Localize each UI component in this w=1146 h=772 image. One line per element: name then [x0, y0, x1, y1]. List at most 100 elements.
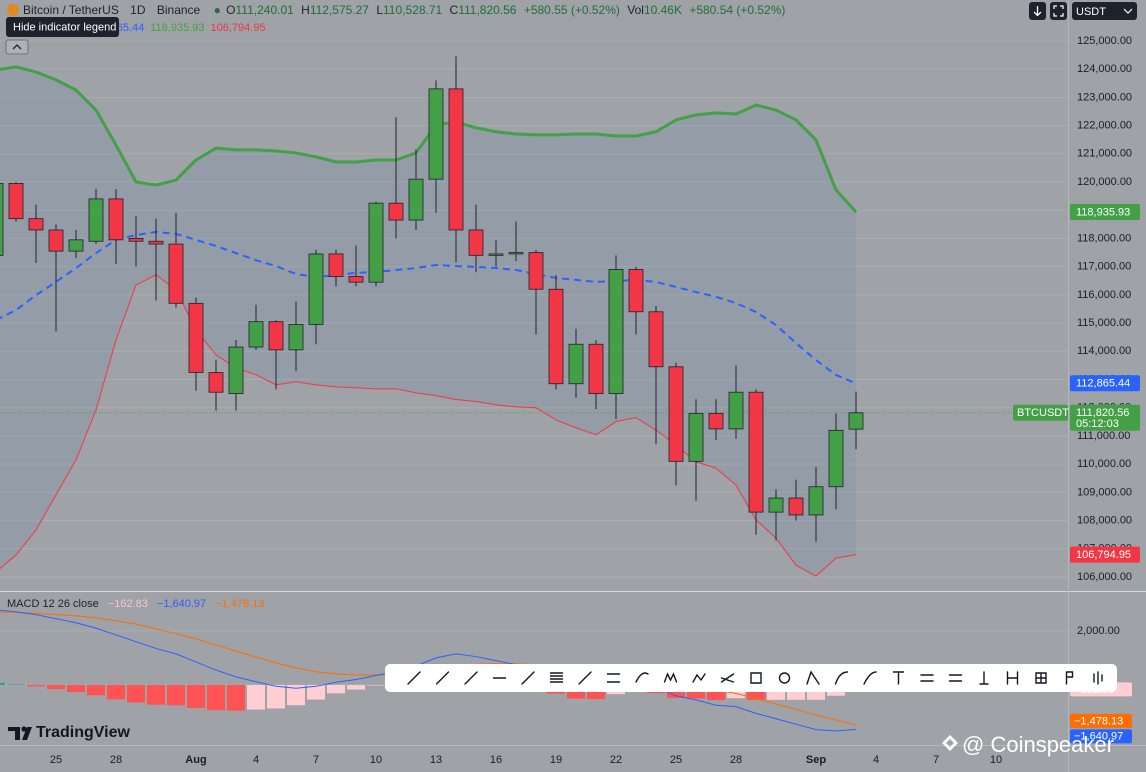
symbol-badge-text: BTCUSDT [1017, 407, 1069, 419]
toolbar-icon[interactable] [948, 674, 963, 682]
band-line [0, 230, 857, 385]
toolbar-icon[interactable] [435, 671, 450, 685]
toolbar-icon[interactable] [750, 672, 762, 684]
candle-body [768, 497, 784, 513]
candle-body [588, 343, 604, 395]
toolbar-icon[interactable] [979, 671, 989, 685]
toolbar-icon[interactable] [920, 674, 934, 682]
toolbar-icon[interactable] [578, 671, 592, 685]
countdown: 05:12:03 [1076, 418, 1119, 430]
y-tick-label: 124,000.00 [1077, 63, 1132, 75]
candle-body [748, 391, 764, 513]
candle-body [688, 412, 704, 462]
candle-body [848, 412, 864, 430]
candle-body [548, 288, 564, 385]
collapse-icon [12, 44, 22, 50]
macd-badge [1070, 729, 1132, 744]
macd-badge-text: −1,478.13 [1074, 715, 1123, 727]
candle-body [708, 412, 724, 430]
candle-body [808, 486, 824, 516]
histogram-bar [47, 684, 65, 690]
toolbar-icon[interactable] [1093, 671, 1103, 685]
macd-badge [1070, 713, 1132, 728]
toolbar-icon[interactable] [892, 671, 905, 685]
histogram-bar [127, 684, 145, 703]
candle-body [508, 252, 524, 255]
collapse-legend-button[interactable] [5, 39, 29, 55]
ohlc-value: 110,528.71 [383, 3, 442, 17]
macd-title: MACD 12 26 close [7, 598, 99, 610]
candle-body [128, 238, 144, 242]
toolbar-icon[interactable] [407, 671, 421, 685]
x-tick-label: Sep [806, 754, 826, 766]
band-badge-text: 106,794.95 [1076, 549, 1131, 561]
x-tick-label: 4 [253, 754, 259, 766]
drawing-toolbar [385, 664, 1117, 692]
histogram-bar [7, 684, 25, 685]
candle-body [268, 321, 284, 351]
currency: USDT [1076, 6, 1106, 18]
candle-body [228, 346, 244, 395]
signal-value: −1,478.13 [215, 598, 264, 610]
y-tick-label: 110,000.00 [1077, 458, 1131, 470]
close-badge-text: 111,820.56 [1076, 407, 1129, 419]
change: +580.55 (+0.52%) [524, 3, 620, 17]
logo-mark [8, 727, 20, 740]
symbol: Bitcoin / TetherUS [23, 3, 119, 17]
toolbar-icon[interactable] [606, 673, 621, 683]
ohlc-value: 111,820.56 [458, 3, 517, 17]
logo-text: TradingView [36, 724, 131, 741]
toolbar-icon[interactable] [1035, 672, 1047, 684]
y-tick-label: 117,000.00 [1077, 261, 1131, 273]
macd-legend: MACD 12 26 close −162.83 −1,640.97 −1,47… [7, 598, 264, 610]
candle-body [428, 88, 444, 180]
x-tick-label: 25 [50, 754, 62, 766]
histogram-bar [327, 684, 345, 694]
watermark-text: @ Coinspeaker [962, 732, 1114, 757]
candle-body [388, 202, 404, 221]
candle-body [828, 429, 844, 488]
x-tick-label: 10 [370, 754, 382, 766]
toolbar-icon[interactable] [1065, 671, 1074, 685]
interval: 1D [130, 3, 146, 17]
symbol-badge [1013, 404, 1068, 421]
toolbar-icon[interactable] [663, 672, 678, 683]
candle-body [108, 198, 124, 241]
y-tick-label: 125,000.00 [1077, 35, 1132, 47]
toolbar-icon[interactable] [692, 673, 706, 683]
toolbar-icon[interactable] [863, 671, 877, 685]
band-legend-value: 106,794.95 [211, 22, 266, 34]
x-tick-label: 25 [670, 754, 682, 766]
x-tick-label: 19 [550, 754, 562, 766]
candle-body [348, 276, 364, 283]
x-tick-label: 13 [430, 754, 442, 766]
candle-body [148, 240, 164, 245]
y-tick-label: 116,000.00 [1077, 289, 1131, 301]
toolbar-icon[interactable] [1006, 671, 1019, 685]
toolbar-icon[interactable] [464, 671, 478, 685]
currency-select[interactable] [1072, 2, 1137, 20]
histogram-bar [107, 684, 125, 700]
toolbar-icon[interactable] [635, 672, 649, 683]
toolbar-icon[interactable] [834, 671, 849, 685]
logo-dot [21, 726, 27, 732]
histogram-bar [87, 684, 105, 696]
x-tick-label: 7 [313, 754, 319, 766]
toolbar-icon[interactable] [806, 670, 820, 685]
y-tick-label: 108,000.00 [1077, 514, 1132, 526]
candle-body [168, 243, 184, 304]
volume-key: Vol [627, 3, 644, 17]
toolbar-icon[interactable] [549, 672, 564, 683]
candle-body [568, 343, 584, 385]
y-tick-label: 106,000.00 [1077, 571, 1132, 583]
y-tick-label: 111,000.00 [1077, 430, 1130, 442]
toolbar-icon[interactable] [778, 672, 791, 684]
histogram-bar [227, 684, 245, 711]
toolbar-icon[interactable] [521, 671, 535, 685]
candle-body [448, 88, 464, 231]
band-line [0, 65, 858, 214]
band-badge [1070, 546, 1140, 563]
fullscreen-button[interactable] [1050, 2, 1067, 20]
toolbar-icon[interactable] [720, 673, 735, 683]
band-fill [0, 66, 856, 577]
